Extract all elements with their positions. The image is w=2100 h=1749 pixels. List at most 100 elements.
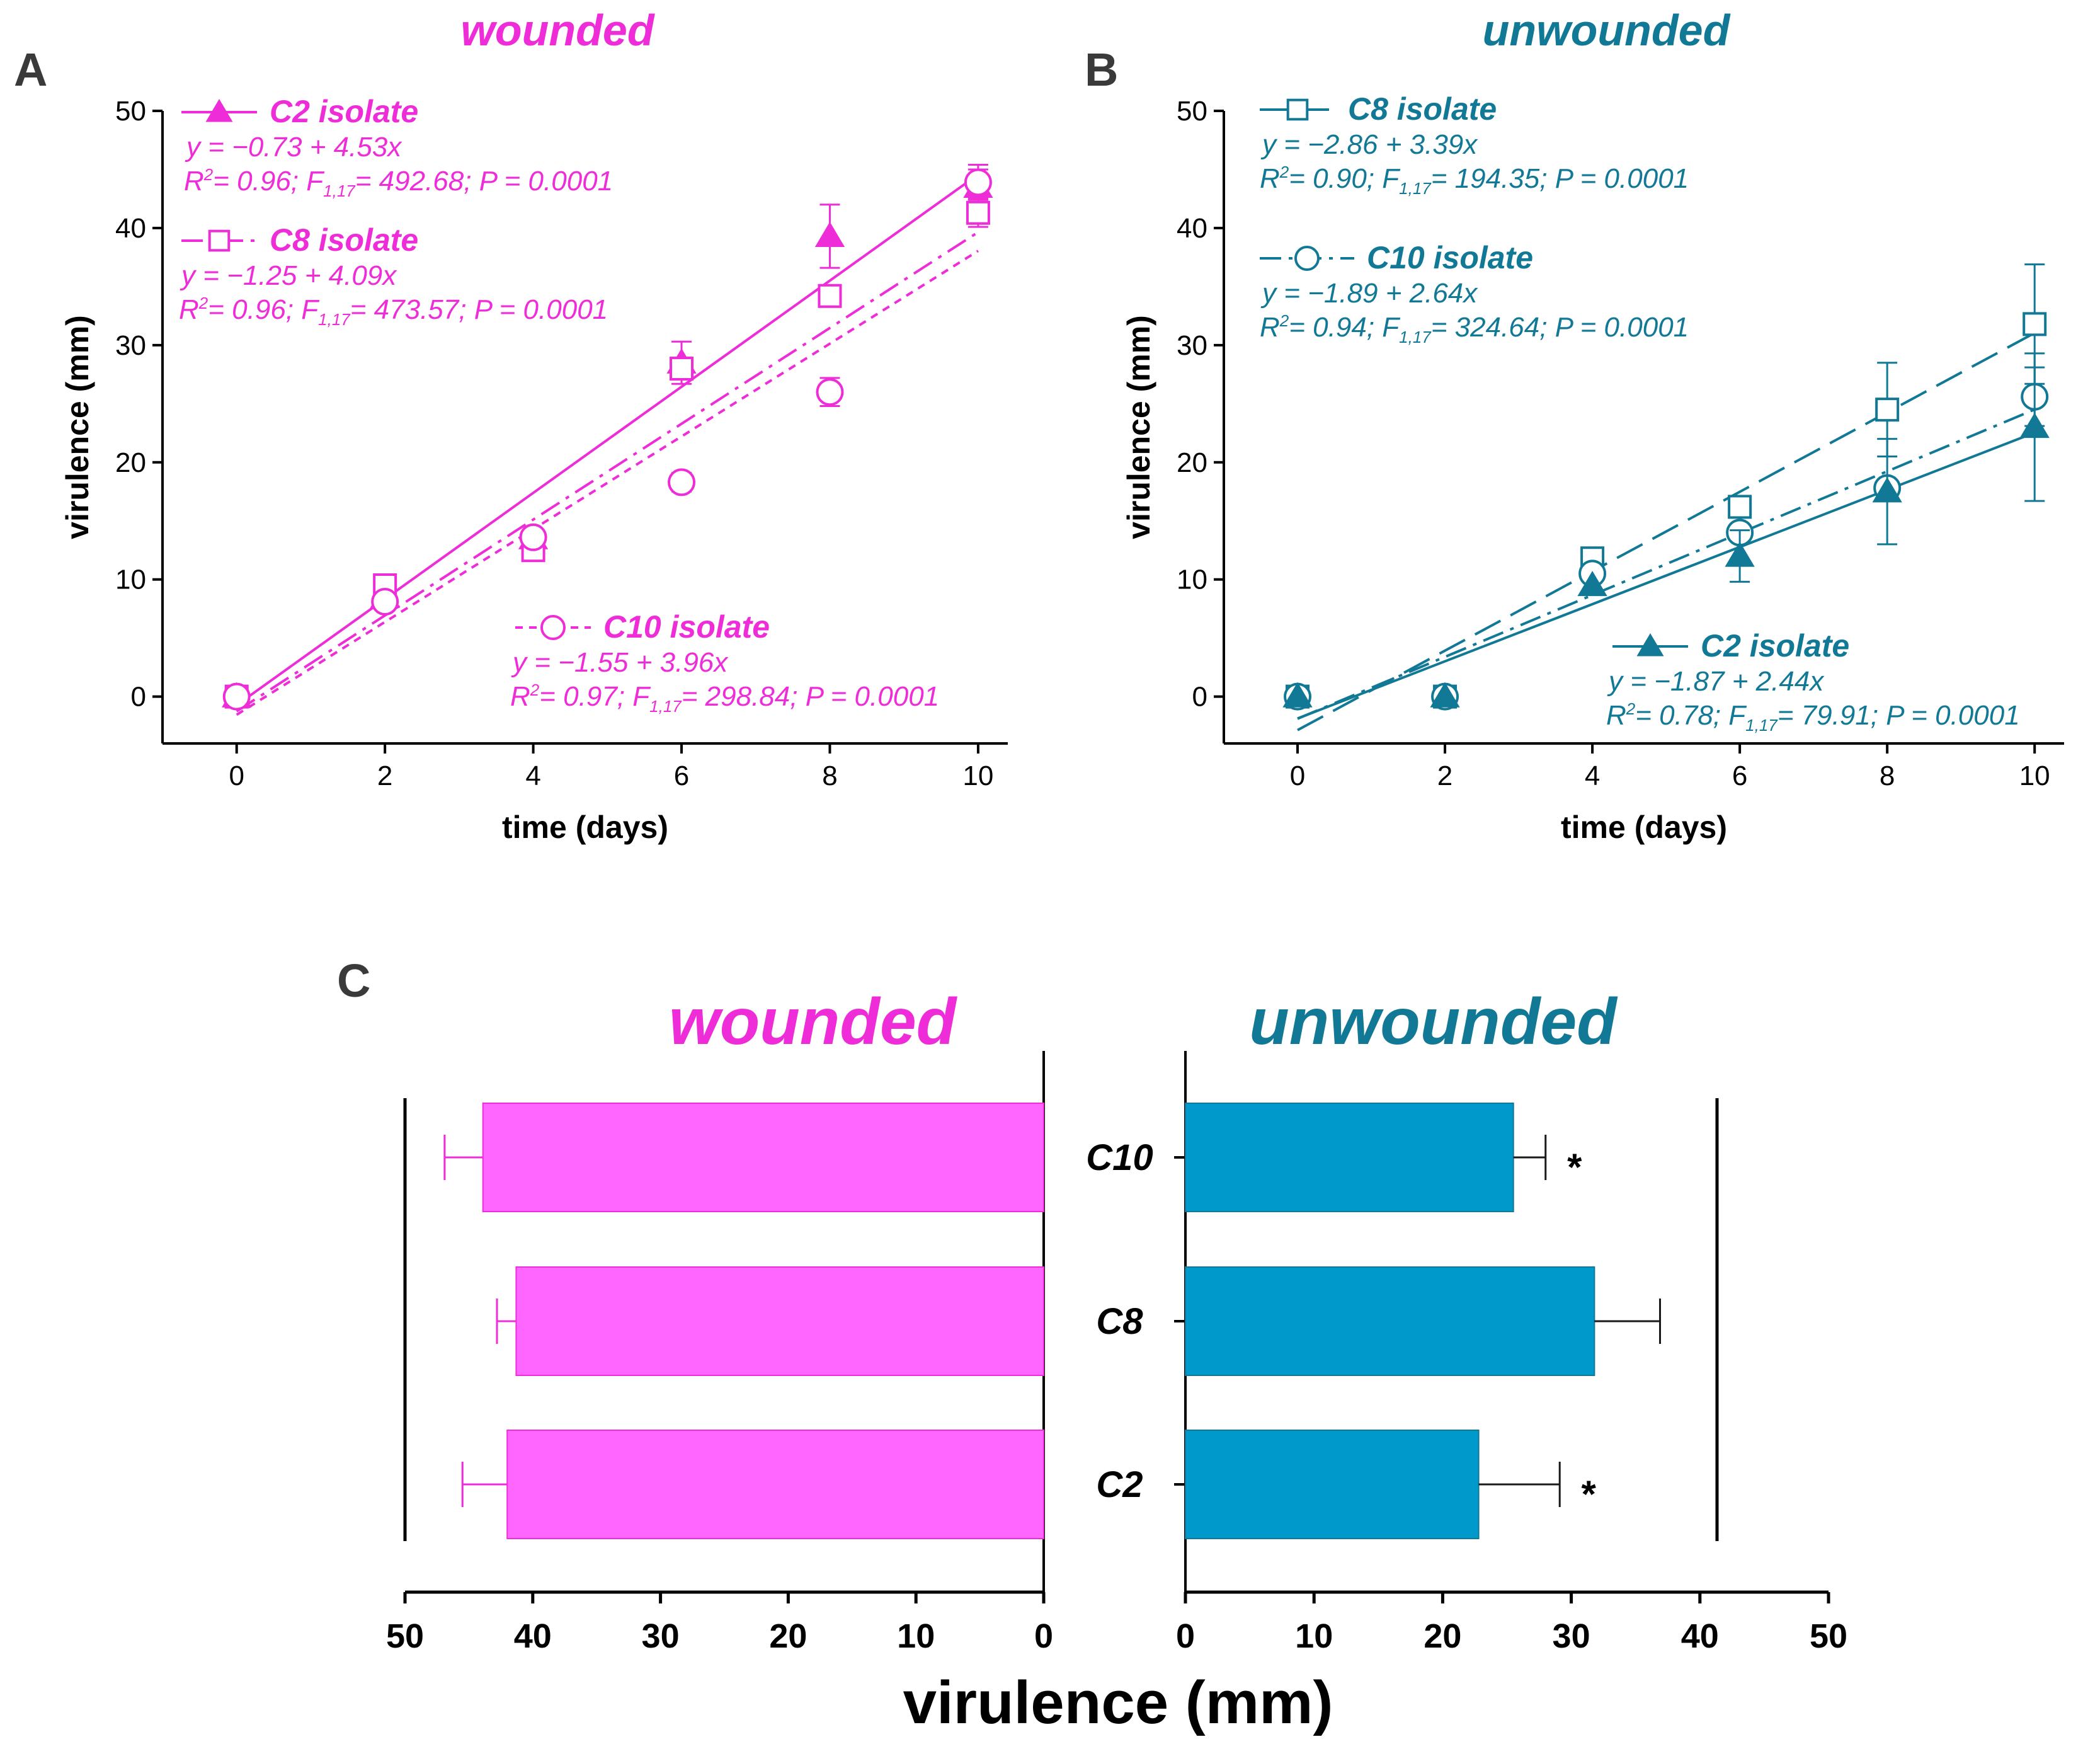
legend-name-c2: C2 isolate	[270, 94, 418, 129]
wounded-title: wounded	[669, 985, 958, 1058]
data-point-c10	[964, 168, 992, 197]
x-tick-label: 8	[1880, 760, 1895, 791]
stats-c8: R2= 0.96; F1,17= 473.57; P = 0.0001	[179, 294, 608, 329]
data-point-c8	[818, 284, 842, 308]
data-point-c2	[2019, 413, 2050, 439]
left-x-tick-label: 40	[514, 1617, 552, 1655]
data-point-c10	[222, 682, 251, 711]
legend-name-c8: C8 isolate	[270, 222, 418, 258]
significance-star-c2: *	[1582, 1473, 1597, 1515]
regression-line-c8	[1297, 331, 2036, 731]
data-point-c10	[519, 523, 547, 551]
y-tick-label: 30	[115, 330, 146, 361]
stats-c10: R2= 0.94; F1,17= 324.64; P = 0.0001	[1260, 311, 1689, 347]
x-tick-label: 10	[962, 760, 993, 791]
data-point-c2	[814, 221, 845, 248]
y-axis-label: virulence (mm)	[1121, 315, 1156, 539]
y-tick-label: 40	[115, 213, 146, 244]
left-x-tick-label: 50	[386, 1617, 424, 1655]
equation-c8: y = −1.25 + 4.09x	[180, 260, 397, 291]
left-x-tick-label: 30	[642, 1617, 680, 1655]
data-point-c2	[1872, 477, 1902, 503]
data-point-c8	[2023, 312, 2047, 336]
condition-title: wounded	[460, 6, 654, 55]
y-tick-label: 20	[1177, 447, 1207, 478]
y-tick-label: 10	[115, 565, 146, 595]
right-x-tick-label: 50	[1810, 1617, 1847, 1655]
category-label-c8: C8	[1096, 1301, 1143, 1342]
y-axis-label: virulence (mm)	[60, 315, 95, 539]
data-point-c10	[668, 468, 696, 496]
bar-unwounded-c8	[1185, 1266, 1595, 1376]
data-point-c2	[1282, 682, 1313, 708]
x-tick-label: 6	[674, 760, 689, 791]
stats-c2: R2= 0.96; F1,17= 492.68; P = 0.0001	[184, 165, 613, 200]
stats-c8: R2= 0.90; F1,17= 194.35; P = 0.0001	[1260, 163, 1689, 198]
x-tick-label: 2	[377, 760, 392, 791]
bar-wounded-c10	[482, 1103, 1044, 1212]
x-tick-label: 6	[1732, 760, 1747, 791]
equation-c8: y = −2.86 + 3.39x	[1260, 129, 1478, 160]
x-tick-label: 0	[1290, 760, 1305, 791]
data-point-c2	[1577, 571, 1607, 597]
bar-unwounded-c10	[1185, 1103, 1514, 1212]
x-axis-label: time (days)	[502, 810, 668, 845]
right-x-tick-label: 30	[1553, 1617, 1590, 1655]
legend-marker-c2	[1636, 633, 1664, 657]
left-x-tick-label: 20	[769, 1617, 807, 1655]
y-tick-label: 30	[1177, 330, 1207, 361]
panel-letter: C	[337, 955, 370, 1007]
data-point-c2	[1430, 682, 1460, 708]
right-x-tick-label: 10	[1295, 1617, 1333, 1655]
x-tick-label: 2	[1437, 760, 1452, 791]
legend-name-c8: C8 isolate	[1348, 91, 1497, 127]
equation-c2: y = −0.73 + 4.53x	[185, 132, 402, 163]
legend-name-c10: C10 isolate	[603, 609, 770, 645]
regression-line-c10	[236, 249, 979, 716]
data-point-c8	[670, 357, 694, 381]
y-tick-label: 40	[1177, 213, 1207, 244]
legend-name-c10: C10 isolate	[1367, 240, 1533, 275]
panel-letter: B	[1085, 43, 1118, 96]
panel-letter: A	[14, 43, 47, 96]
legend-marker-c10	[540, 615, 566, 640]
data-point-c8	[966, 200, 990, 225]
equation-c2: y = −1.87 + 2.44x	[1607, 666, 1825, 697]
x-tick-label: 0	[229, 760, 244, 791]
data-point-c8	[1875, 398, 1900, 422]
y-tick-label: 0	[1192, 682, 1207, 713]
equation-c10: y = −1.55 + 3.96x	[511, 647, 729, 678]
category-label-c10: C10	[1086, 1137, 1153, 1178]
regression-line-c2	[1297, 431, 2035, 720]
y-tick-label: 20	[115, 447, 146, 478]
legend-marker-c2	[205, 99, 233, 122]
x-axis-label: time (days)	[1561, 810, 1727, 845]
unwounded-title: unwounded	[1249, 985, 1618, 1058]
y-tick-label: 10	[1177, 565, 1207, 595]
left-x-tick-label: 10	[897, 1617, 935, 1655]
x-axis-label: virulence (mm)	[903, 1669, 1333, 1736]
x-tick-label: 8	[822, 760, 837, 791]
y-tick-label: 50	[1177, 96, 1207, 127]
category-label-c2: C2	[1096, 1464, 1143, 1505]
right-x-tick-label: 40	[1681, 1617, 1719, 1655]
stats-c2: R2= 0.78; F1,17= 79.91; P = 0.0001	[1606, 699, 2020, 735]
right-x-tick-label: 0	[1176, 1617, 1195, 1655]
bar-unwounded-c2	[1185, 1430, 1480, 1539]
data-point-c8	[1728, 495, 1752, 519]
regression-line-c10	[1297, 408, 2035, 720]
right-x-tick-label: 20	[1424, 1617, 1461, 1655]
regression-line-c2	[236, 173, 979, 706]
legend-marker-c8	[208, 229, 231, 252]
legend-marker-c10	[1294, 246, 1320, 271]
significance-star-c10: *	[1567, 1146, 1582, 1188]
x-tick-label: 4	[1585, 760, 1600, 791]
